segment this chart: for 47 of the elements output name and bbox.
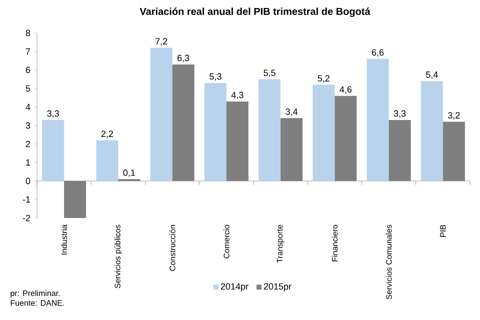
y-tick-label: 8	[26, 30, 30, 36]
data-label: 3,2	[448, 112, 460, 120]
bar	[312, 84, 335, 181]
y-tick-label: 6	[26, 66, 30, 74]
x-tick-label: Financiero	[332, 224, 338, 262]
x-tick-label: Comercio	[223, 224, 230, 258]
data-label: 5,2	[318, 75, 330, 83]
legend-label: 2015pr	[264, 283, 292, 292]
data-label: 6,6	[372, 49, 384, 57]
source-note: Fuente: DANE.	[10, 300, 64, 306]
x-tick-label: PIB	[440, 224, 446, 237]
bar	[42, 120, 64, 181]
y-tick-label: 4	[26, 104, 30, 110]
x-tick-label: Servicios públicos	[114, 224, 122, 288]
bar	[420, 81, 443, 181]
data-label: 5,5	[264, 70, 276, 78]
data-label: 5,3	[210, 73, 222, 81]
data-label: 0,1	[123, 170, 136, 177]
y-tick-label: 2	[26, 140, 30, 148]
y-tick-label: 5	[26, 85, 30, 92]
data-label: 5,4	[426, 72, 438, 79]
data-label: 2,2	[101, 130, 113, 138]
text: pr: Preliminar.	[10, 290, 60, 298]
y-tick-label: 7	[26, 48, 30, 55]
x-tick-label: Industria	[61, 224, 68, 254]
bar	[204, 82, 226, 181]
data-label: 4,6	[340, 86, 352, 94]
chart-title: Variación real anual del PIB trimestral de Bogotá	[140, 8, 370, 17]
legend-label: 2014pr	[220, 283, 248, 292]
bar	[258, 79, 281, 181]
x-tick-label: Servicios Comunales	[386, 224, 392, 300]
data-label: 7,2	[156, 38, 168, 46]
x-tick-label: Transporte	[276, 224, 284, 263]
bar	[150, 48, 172, 181]
data-label: 3,3	[394, 110, 406, 118]
data-label: 3,4	[286, 108, 298, 116]
y-tick-label: 0	[26, 178, 30, 184]
bar	[96, 140, 118, 181]
data-label: 4,3	[231, 92, 244, 100]
y-tick-label: 3	[26, 122, 30, 129]
y-tick-label: -2	[22, 214, 30, 222]
x-tick-label: Construcción	[169, 225, 176, 271]
data-label: 3,3	[47, 110, 59, 118]
bar	[366, 58, 389, 181]
data-label: 6,3	[178, 54, 190, 62]
y-tick-label: 1	[26, 159, 30, 166]
y-tick-label: -1	[22, 196, 30, 203]
